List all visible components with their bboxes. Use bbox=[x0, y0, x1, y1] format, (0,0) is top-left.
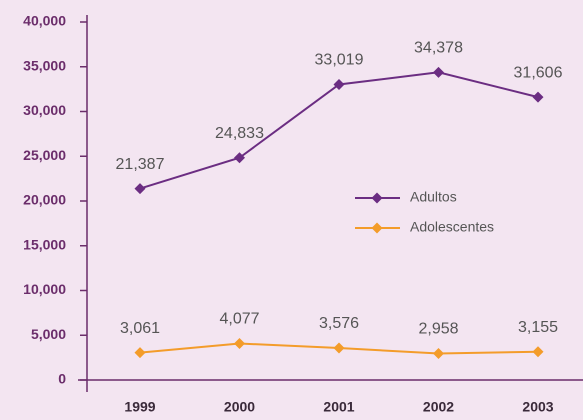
x-tick-label: 1999 bbox=[124, 399, 155, 415]
point bbox=[532, 346, 544, 358]
data-label: 24,833 bbox=[215, 125, 264, 142]
point bbox=[234, 338, 245, 350]
data-label: 21,387 bbox=[116, 156, 165, 173]
y-tick-label: 30,000 bbox=[23, 102, 66, 118]
x-tick-label: 2001 bbox=[323, 399, 354, 415]
point bbox=[134, 183, 146, 195]
y-tick-label: 0 bbox=[58, 371, 66, 387]
point bbox=[234, 152, 245, 164]
data-label: 3,155 bbox=[518, 319, 558, 336]
y-tick-label: 20,000 bbox=[23, 192, 66, 208]
legend-label: Adultos bbox=[410, 189, 457, 205]
point bbox=[134, 347, 146, 359]
data-label: 33,019 bbox=[315, 52, 364, 69]
point bbox=[433, 348, 444, 360]
legend-marker bbox=[371, 192, 383, 204]
y-tick-label: 35,000 bbox=[23, 57, 66, 73]
y-tick-label: 25,000 bbox=[23, 147, 66, 163]
data-label: 2,958 bbox=[418, 321, 458, 338]
y-tick-label: 5,000 bbox=[31, 326, 66, 342]
data-label: 3,576 bbox=[319, 315, 359, 332]
x-tick-label: 2000 bbox=[224, 399, 255, 415]
legend-marker bbox=[371, 222, 383, 234]
x-tick-label: 2003 bbox=[522, 399, 553, 415]
data-label: 4,077 bbox=[219, 311, 259, 328]
point bbox=[333, 342, 345, 354]
y-tick-label: 40,000 bbox=[23, 13, 66, 29]
y-tick-label: 15,000 bbox=[23, 236, 66, 252]
legend-label: Adolescentes bbox=[410, 219, 494, 235]
data-label: 3,061 bbox=[120, 320, 160, 337]
point bbox=[333, 78, 345, 90]
y-tick-label: 10,000 bbox=[23, 281, 66, 297]
data-label: 34,378 bbox=[414, 40, 463, 57]
point bbox=[433, 66, 444, 78]
x-tick-label: 2002 bbox=[423, 399, 454, 415]
point bbox=[532, 91, 544, 103]
data-label: 31,606 bbox=[514, 64, 563, 81]
